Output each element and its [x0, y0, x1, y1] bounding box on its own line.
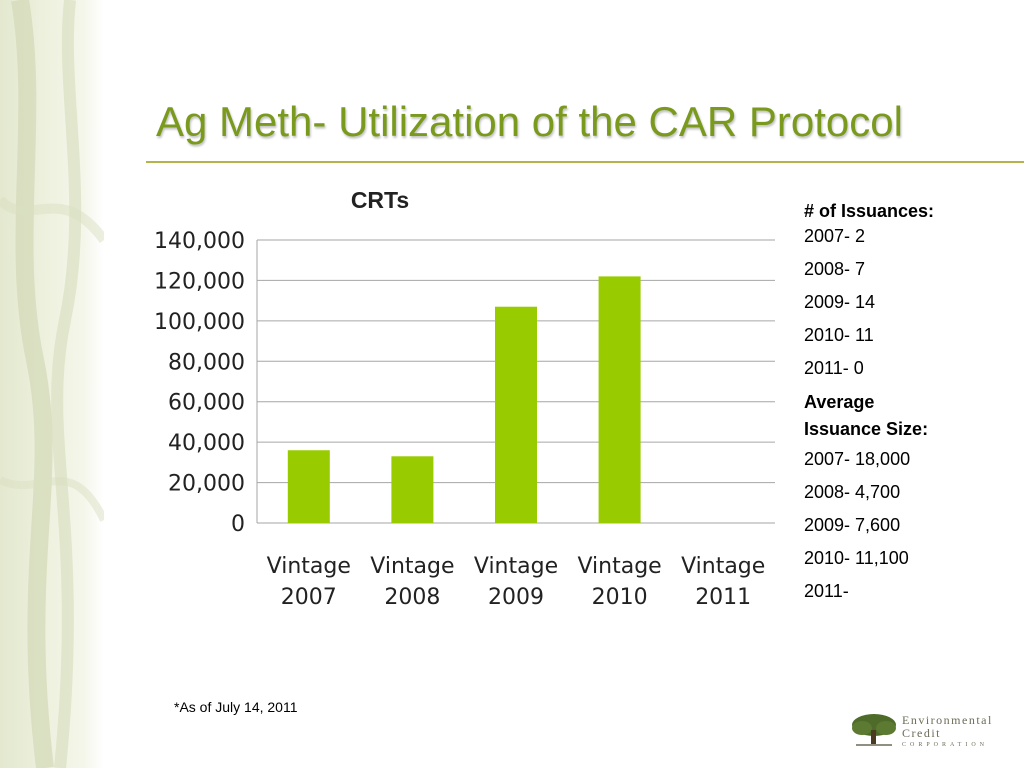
logo-text-line2: Credit: [902, 726, 941, 740]
y-axis-ticks: 0 20,000 40,000 60,000 80,000 100,000 120,000 1…: [154, 229, 245, 537]
y-tick-label: 0: [231, 512, 245, 537]
y-tick-label: 120,000: [154, 269, 245, 294]
tree-bark-decoration: [0, 0, 104, 768]
y-tick-label: 20,000: [168, 472, 245, 497]
x-tick-label: 2011: [695, 585, 751, 610]
y-tick-label: 100,000: [154, 310, 245, 335]
average-size-2011: 2011-: [804, 581, 849, 601]
title-divider: [146, 161, 1024, 163]
issuance-count-2009: 2009- 14: [804, 292, 876, 312]
bar-vintage-2010: [598, 276, 641, 523]
average-size-2007: 2007- 18,000: [804, 449, 911, 469]
issuance-count-2007: 2007- 2: [804, 226, 866, 246]
average-size-2010: 2010- 11,100: [804, 548, 909, 568]
y-tick-label: 40,000: [168, 431, 245, 456]
x-tick-label: Vintage: [267, 554, 351, 579]
decorative-tree-strip: [0, 0, 104, 768]
bar-vintage-2009: [495, 306, 537, 523]
x-tick-label: 2008: [384, 585, 440, 610]
crts-bar-chart: CRTs 0 20,000 40,000 60,000 80,000 100,000 120…: [154, 187, 775, 610]
x-tick-label: Vintage: [370, 554, 454, 579]
y-tick-label: 60,000: [168, 391, 245, 416]
bar-vintage-2008: [391, 456, 434, 523]
chart-bars: [287, 276, 641, 523]
issuance-count-2008: 2008- 7: [804, 259, 866, 279]
average-size-2008: 2008- 4,700: [804, 482, 901, 502]
average-size-heading-line1: Average: [804, 392, 875, 412]
x-tick-label: Vintage: [577, 554, 661, 579]
oak-tree-icon: [852, 714, 896, 746]
issuances-heading: # of Issuances:: [804, 201, 935, 221]
x-axis-ticks: Vintage 2007 Vintage 2008 Vintage 2009 Vintage…: [267, 554, 766, 610]
company-logo: Environmental Credit CORPORATION: [850, 712, 1020, 752]
chart-title: CRTs: [351, 187, 409, 213]
issuance-count-2011: 2011- 0: [804, 358, 864, 378]
x-tick-label: Vintage: [474, 554, 558, 579]
footnote: *As of July 14, 2011: [174, 699, 298, 715]
x-tick-label: Vintage: [681, 554, 765, 579]
x-tick-label: 2010: [592, 585, 648, 610]
logo-text-line3: CORPORATION: [902, 742, 989, 748]
x-tick-label: 2007: [281, 585, 337, 610]
logo-text-line1: Environmental: [902, 713, 993, 727]
issuance-summary-panel: # of Issuances: 2007- 2 2008- 7 2009- 14…: [804, 198, 1019, 608]
issuance-count-2010: 2010- 11: [804, 325, 874, 345]
y-tick-label: 140,000: [154, 229, 245, 254]
y-tick-label: 80,000: [168, 350, 245, 375]
slide-title: Ag Meth- Utilization of the CAR Protocol: [156, 98, 903, 145]
x-tick-label: 2009: [488, 585, 544, 610]
average-size-2009: 2009- 7,600: [804, 515, 901, 535]
average-size-heading-line2: Issuance Size:: [804, 419, 929, 439]
bar-vintage-2007: [287, 450, 330, 523]
